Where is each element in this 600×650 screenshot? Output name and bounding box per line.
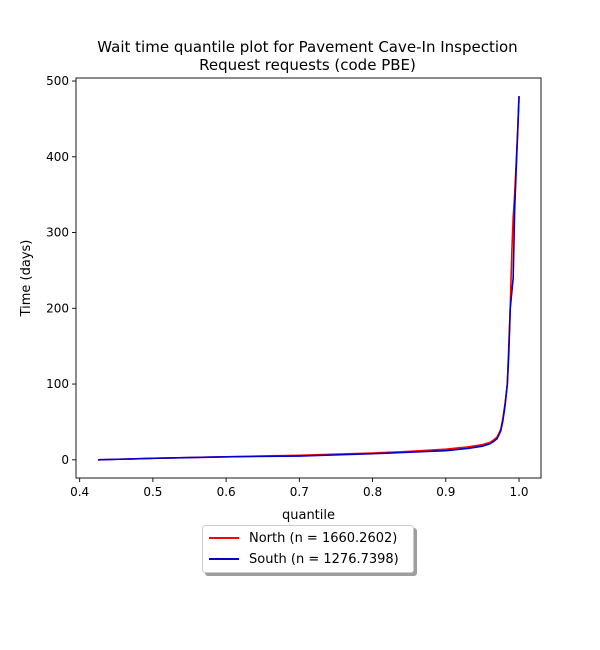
legend-item-north: North (n = 1660.2602) (203, 529, 397, 547)
y-tick-label: 200 (46, 301, 69, 315)
x-tick-label: 0.4 (70, 485, 89, 499)
x-axis-label: quantile (282, 508, 335, 523)
x-tick-label: 0.7 (290, 485, 309, 499)
y-tick-label: 300 (46, 226, 69, 240)
plot-frame (75, 77, 542, 479)
y-tick-label: 400 (46, 150, 69, 164)
legend-item-south: South (n = 1276.7398) (203, 550, 399, 568)
x-tick-label: 0.6 (217, 485, 236, 499)
chart-title-line-1: Wait time quantile plot for Pavement Cav… (97, 38, 518, 56)
y-axis-label: Time (days) (19, 240, 34, 318)
series-line-1 (97, 96, 520, 461)
legend-label-north: North (n = 1660.2602) (249, 530, 398, 546)
plot-area: 0.4 0.5 0.6 0.7 0.8 0.9 1.0 0 100 200 300 400 500 qua… (19, 74, 542, 523)
x-tick-label: 0.5 (143, 485, 162, 499)
legend-swatch-south (209, 558, 239, 560)
chart-title-line-2: Request requests (code PBE) (199, 56, 416, 74)
y-tick-label: 100 (46, 377, 69, 391)
x-tick-label: 0.8 (363, 485, 382, 499)
x-tick-label: 1.0 (509, 485, 528, 499)
legend: North (n = 1660.2602) South (n = 1276.73… (202, 525, 414, 573)
x-tick-label: 0.9 (436, 485, 455, 499)
y-tick-label: 500 (46, 74, 69, 88)
legend-swatch-north (209, 537, 239, 539)
legend-label-south: South (n = 1276.7398) (249, 551, 399, 567)
series-line-0 (97, 96, 520, 461)
y-tick-label: 0 (61, 453, 69, 467)
